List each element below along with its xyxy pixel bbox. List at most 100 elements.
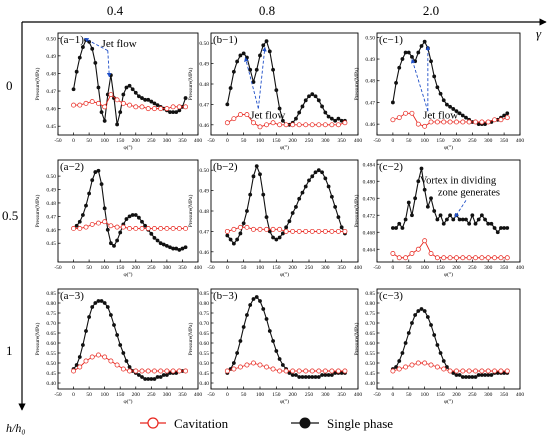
x-axis-label: φ(°) [280, 398, 289, 405]
y-tick-label: 0.45 [199, 371, 209, 377]
cavitation-point [473, 119, 478, 125]
y-tick-label: 0.50 [365, 361, 375, 367]
single-phase-point [277, 235, 282, 240]
x-tick-label: 100 [256, 138, 265, 144]
single-phase-point [410, 54, 414, 59]
cavitation-point [257, 226, 263, 232]
cavitation-point [453, 255, 459, 261]
cavitation-point [329, 122, 335, 128]
single-phase-point [84, 203, 88, 208]
cavitation-point [504, 368, 510, 374]
cavitation-point [151, 225, 157, 231]
single-phase-point [80, 343, 85, 347]
single-phase-point [310, 375, 315, 379]
cavitation-point [127, 225, 133, 231]
single-phase-point [284, 225, 289, 230]
single-phase-point [241, 51, 246, 56]
panel-a-3: -50 0 50 100 150 200 250 300 350 400 φ(°) 0.40 0.45 0… [34, 288, 202, 405]
single-phase-point [231, 69, 236, 74]
annotation-text: Vortex in dividing [420, 175, 497, 186]
single-phase-point [313, 375, 318, 379]
single-phase-point [448, 104, 452, 109]
single-phase-point [136, 215, 141, 220]
single-phase-point [303, 184, 308, 189]
y-axis-label: Pressure(MPa) [187, 194, 194, 227]
cavitation-point [164, 106, 170, 112]
cavitation-point [390, 251, 396, 256]
panel-label: (a−1) [60, 34, 84, 46]
cavitation-point [403, 255, 409, 261]
cavitation-point [460, 119, 466, 125]
cavitation-point [396, 255, 402, 261]
x-tick-label: 350 [338, 138, 347, 144]
single-phase-point [448, 213, 452, 218]
single-phase-point [329, 194, 334, 199]
cavitation-point [83, 224, 89, 230]
single-phase-point [290, 211, 295, 215]
annotation-text: Jet flow [102, 38, 137, 50]
single-phase-point [441, 359, 446, 363]
cavitation-point [415, 246, 421, 252]
cavitation-point [277, 368, 283, 374]
cavitation-point [492, 117, 498, 123]
single-phase-point [74, 223, 79, 228]
single-phase-point [258, 53, 262, 58]
cavitation-point [114, 97, 120, 103]
row-label-0: 0 [6, 78, 13, 93]
single-phase-point [425, 315, 430, 319]
cavitation-point [83, 100, 89, 106]
x-tick-label: 200 [289, 138, 298, 144]
single-phase-point [445, 365, 449, 369]
y-axis-label: Pressure(MPa) [353, 194, 360, 227]
y-tick-label: 0.65 [365, 331, 375, 337]
x-tick-label: 0 [226, 392, 229, 398]
single-phase-point [429, 196, 433, 201]
y-tick-label: 0.48 [199, 209, 209, 215]
single-phase-point [155, 375, 160, 379]
y-tick-label: 0.40 [46, 381, 56, 387]
single-phase-point [410, 321, 414, 325]
y-tick-label: 0.47 [46, 214, 56, 220]
cavitation-point [251, 360, 256, 366]
cavitation-point [479, 368, 485, 374]
single-phase-point [127, 214, 132, 219]
cavitation-point [145, 368, 151, 374]
cavitation-point [390, 368, 396, 374]
cavitation-point [95, 100, 101, 106]
single-phase-point [403, 341, 408, 345]
single-phase-point [99, 299, 104, 303]
x-tick-label: 150 [272, 138, 281, 144]
single-phase-point [149, 377, 154, 381]
single-phase-point [336, 116, 341, 121]
cavitation-point [441, 119, 447, 125]
y-tick-label: 0.40 [365, 381, 375, 387]
panel-c-2: -50 0 50 100 150 200 250 300 350 400 φ(°) 0.464 0.46… [353, 159, 524, 278]
annotation-arrow [106, 50, 112, 78]
single-phase-point [105, 227, 110, 232]
cavitation-point [290, 122, 296, 128]
single-phase-point [406, 50, 411, 55]
single-phase-point [280, 363, 285, 367]
single-phase-point [297, 110, 302, 115]
single-phase-point [445, 102, 449, 107]
single-phase-point [225, 102, 230, 107]
single-phase-point [261, 43, 266, 48]
single-phase-point [177, 108, 182, 113]
cavitation-point [434, 255, 440, 261]
y-tick-label: 0.70 [365, 321, 375, 327]
single-phase-point [502, 371, 507, 375]
single-phase-point [339, 225, 344, 230]
y-axis-label: Pressure(MPa) [34, 194, 41, 227]
single-phase-point [261, 307, 266, 311]
single-phase-point [152, 377, 157, 381]
panel-label: (c−2) [379, 161, 403, 173]
row-label-1: 0.5 [2, 208, 18, 223]
single-phase-point [177, 248, 182, 252]
single-phase-point [432, 74, 437, 79]
single-phase-point [155, 103, 160, 108]
cavitation-point [277, 226, 283, 232]
cavitation-point [114, 224, 120, 230]
x-tick-label: 250 [468, 265, 477, 271]
cavitation-point [244, 362, 250, 368]
